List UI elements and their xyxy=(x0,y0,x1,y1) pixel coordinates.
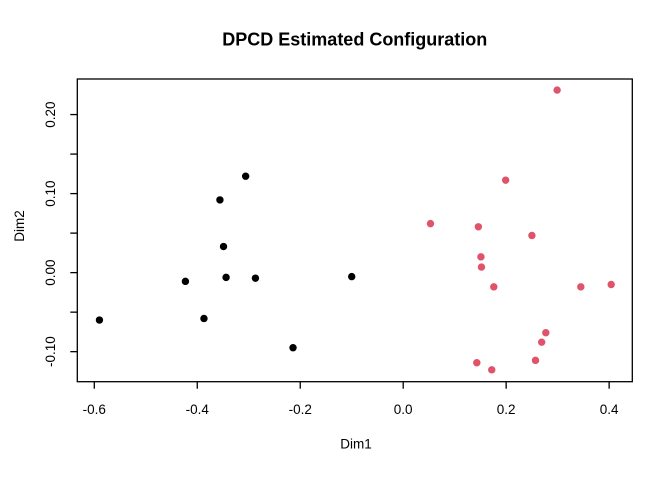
chart-title: DPCD Estimated Configuration xyxy=(222,30,487,50)
x-axis-tick-label: -0.6 xyxy=(83,402,106,417)
data-point-cluster-2-pink xyxy=(501,176,510,184)
y-axis-tick-label: 0.20 xyxy=(43,101,58,127)
data-point-cluster-2-pink xyxy=(490,283,498,291)
data-point-cluster-2-pink xyxy=(577,283,585,291)
data-point-cluster-1-black xyxy=(95,316,104,324)
scatter-points xyxy=(95,86,615,374)
plot-box xyxy=(76,78,633,383)
data-point-cluster-2-pink xyxy=(528,231,536,240)
data-point-cluster-2-pink xyxy=(607,280,615,289)
data-point-cluster-1-black xyxy=(200,314,208,323)
x-axis-tick-label: -0.2 xyxy=(289,402,312,417)
y-axis-tick-label: -0.10 xyxy=(43,336,58,367)
data-point-cluster-2-pink xyxy=(553,86,561,94)
data-point-cluster-2-pink xyxy=(477,263,486,271)
x-axis-tick-label: 0.4 xyxy=(600,402,619,417)
data-point-cluster-1-black xyxy=(241,172,250,180)
y-axis-tick-label: 0.10 xyxy=(43,180,58,206)
data-point-cluster-1-black xyxy=(219,242,228,251)
y-axis-tick-label: 0.00 xyxy=(43,259,58,285)
data-point-cluster-1-black xyxy=(216,196,224,204)
y-axis-title: Dim2 xyxy=(12,210,27,242)
data-point-cluster-2-pink xyxy=(426,219,435,228)
data-point-cluster-2-pink xyxy=(531,356,540,365)
data-point-cluster-1-black xyxy=(222,273,230,282)
x-axis-tick-label: 0.0 xyxy=(394,402,413,417)
data-point-cluster-2-pink xyxy=(473,359,481,367)
data-point-cluster-2-pink xyxy=(488,366,496,374)
x-axis-tick-label: -0.4 xyxy=(186,402,210,417)
data-point-cluster-2-pink xyxy=(477,253,485,261)
data-point-cluster-1-black xyxy=(251,274,260,282)
data-point-cluster-1-black xyxy=(289,344,297,352)
data-point-cluster-1-black xyxy=(348,272,356,281)
data-point-cluster-2-pink xyxy=(542,328,550,337)
y-axis: -0.10 0.00 0.10 0.20 xyxy=(43,101,78,367)
data-point-cluster-1-black xyxy=(181,277,190,286)
data-point-cluster-2-pink xyxy=(537,338,546,346)
x-axis-title: Dim1 xyxy=(340,436,372,451)
x-axis-tick-label: 0.2 xyxy=(497,402,516,417)
data-point-cluster-2-pink xyxy=(474,223,483,231)
x-axis: -0.6 -0.4 -0.2 0.0 0.2 0.4 xyxy=(83,381,619,417)
